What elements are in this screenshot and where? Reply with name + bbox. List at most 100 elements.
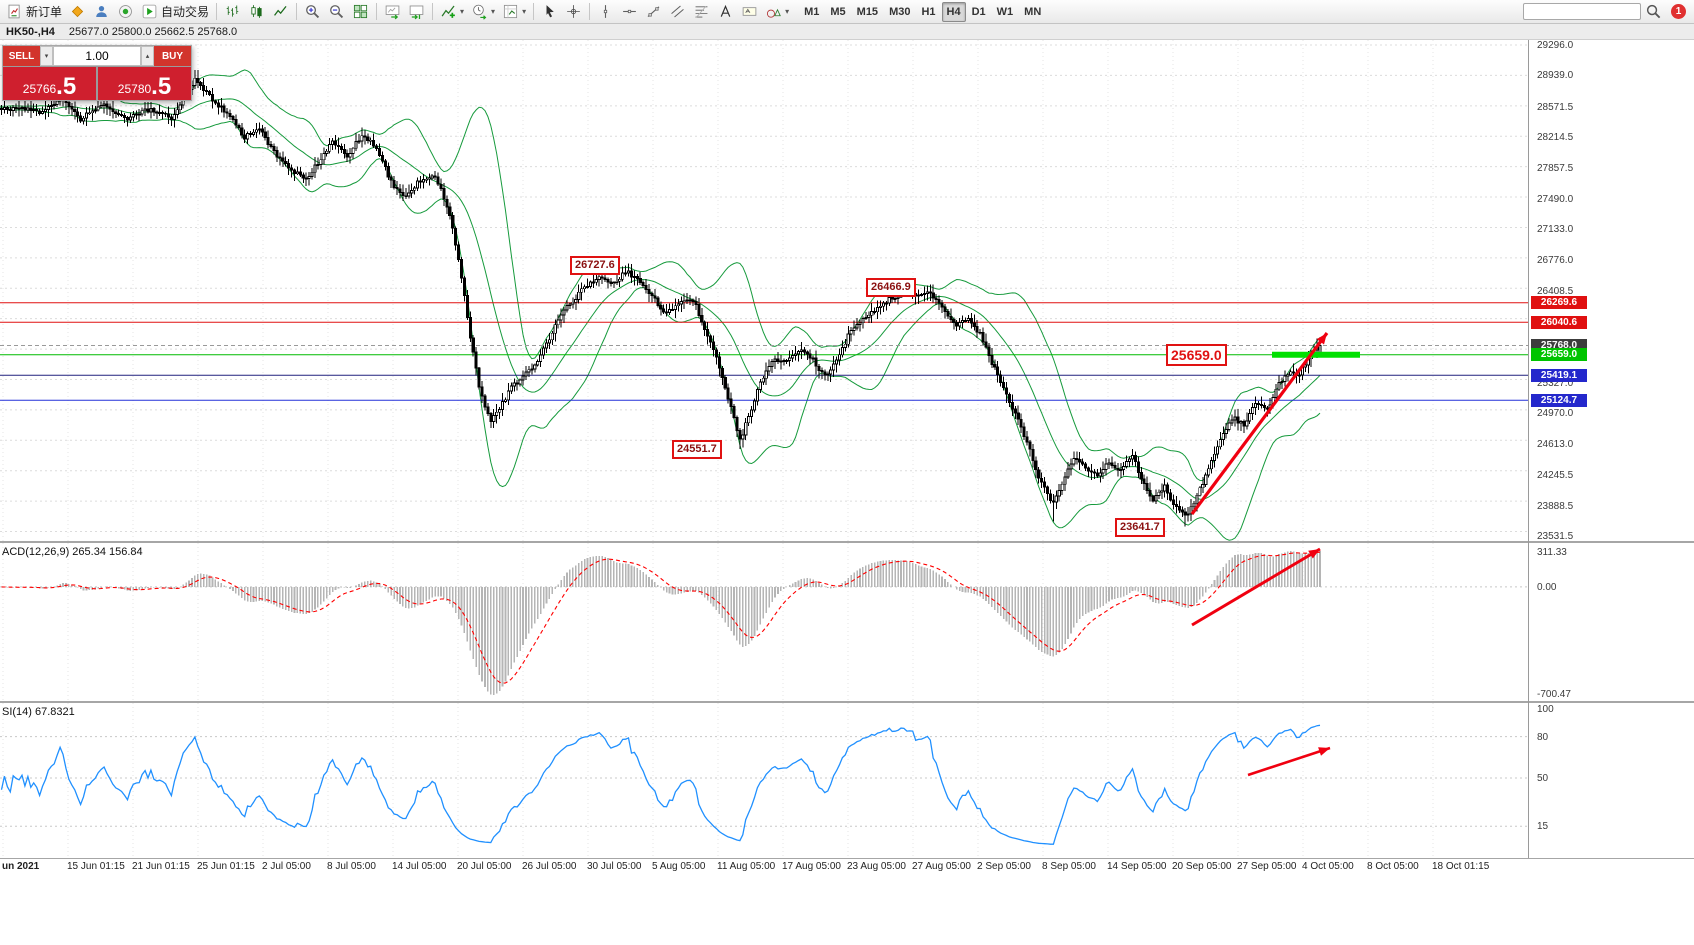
price-callout: 25659.0 <box>1166 344 1227 366</box>
auto-trading-button[interactable]: 自动交易 <box>138 1 212 22</box>
price-axis-label: 26776.0 <box>1537 254 1574 266</box>
one-click-trading-panel: SELL ▾ ▴ BUY 25766.5 25780.5 <box>2 45 192 101</box>
volume-increase-button[interactable]: ▴ <box>141 46 154 66</box>
timeframe-h1-button[interactable]: H1 <box>916 2 940 22</box>
line-icon <box>272 3 289 20</box>
time-axis-label: 27 Sep 05:00 <box>1237 861 1297 872</box>
timeframe-m15-button[interactable]: M15 <box>852 2 883 22</box>
price-axis-label: 24245.5 <box>1537 470 1574 482</box>
buy-price[interactable]: 25780.5 <box>98 67 191 100</box>
search-input[interactable] <box>1523 3 1641 20</box>
price-axis-label: 27133.0 <box>1537 224 1574 236</box>
tile-windows-button[interactable] <box>349 1 372 22</box>
time-axis-label: 2 Jul 05:00 <box>262 861 311 872</box>
time-axis-label: 14 Jul 05:00 <box>392 861 447 872</box>
virtual-hosting-button[interactable] <box>114 1 137 22</box>
cursor-button[interactable] <box>538 1 561 22</box>
caret-down-icon: ▾ <box>44 53 49 60</box>
macd-label: ACD(12,26,9) 265.34 156.84 <box>2 546 143 558</box>
search-button[interactable] <box>1642 1 1665 22</box>
time-axis-label: 8 Oct 05:00 <box>1367 861 1419 872</box>
arrowhead <box>1308 549 1320 559</box>
timeframe-m5-button[interactable]: M5 <box>825 2 850 22</box>
sell-price[interactable]: 25766.5 <box>3 67 96 100</box>
arrowhead <box>1318 747 1330 756</box>
buy-button[interactable]: BUY <box>154 46 191 66</box>
fibo-icon <box>693 3 710 20</box>
time-axis-label: 20 Sep 05:00 <box>1172 861 1232 872</box>
arrowhead <box>1316 333 1327 345</box>
rsi-label: SI(14) 67.8321 <box>2 706 75 718</box>
chevron-down-icon: ▾ <box>785 7 790 16</box>
auto-scroll-button[interactable] <box>381 1 404 22</box>
timeframe-mn-button[interactable]: MN <box>1019 2 1046 22</box>
bar-chart-mode-button[interactable] <box>221 1 244 22</box>
timeframe-d1-button[interactable]: D1 <box>967 2 991 22</box>
textA-icon <box>717 3 734 20</box>
timeframe-w1-button[interactable]: W1 <box>992 2 1019 22</box>
price-axis-label: 26408.5 <box>1537 285 1574 297</box>
volume-decrease-button[interactable]: ▾ <box>40 46 53 66</box>
timeframe-m30-button[interactable]: M30 <box>884 2 915 22</box>
crosshair-button[interactable] <box>562 1 585 22</box>
doc-icon <box>6 3 23 20</box>
equidistant-channel-button[interactable] <box>666 1 689 22</box>
vline-icon <box>597 3 614 20</box>
macd-axis-label: 0.00 <box>1537 581 1557 593</box>
time-axis-label: 27 Aug 05:00 <box>912 861 971 872</box>
indicators-button[interactable]: ▾ <box>437 1 467 22</box>
chart-ohlc: 25677.0 25800.0 25662.5 25768.0 <box>68 25 238 38</box>
mql5-button[interactable] <box>66 1 89 22</box>
person-icon <box>93 3 110 20</box>
line-chart-mode-button[interactable] <box>269 1 292 22</box>
toolbar-separator <box>533 3 535 20</box>
macd-canvas[interactable] <box>0 543 1528 703</box>
shapes-icon <box>765 3 782 20</box>
templates-button[interactable]: ▾ <box>499 1 529 22</box>
price-callout: 26466.9 <box>866 278 916 297</box>
rsi-axis-label: 50 <box>1537 773 1549 784</box>
chart-shift-button[interactable] <box>405 1 428 22</box>
volume-input[interactable] <box>53 46 141 66</box>
new-order-button[interactable]: 新订单 <box>3 1 65 22</box>
notification-badge[interactable]: 1 <box>1671 4 1686 19</box>
shapes-button[interactable]: ▾ <box>762 1 792 22</box>
price-axis-label: 29296.0 <box>1537 40 1574 51</box>
time-axis-label: un 2021 <box>2 861 40 872</box>
profile-button[interactable] <box>90 1 113 22</box>
main-chart-canvas[interactable] <box>0 40 1528 543</box>
time-axis-label: 4 Oct 05:00 <box>1302 861 1354 872</box>
candlestick-mode-button[interactable] <box>245 1 268 22</box>
price-axis-label: 28214.5 <box>1537 132 1574 144</box>
caret-up-icon: ▴ <box>145 53 150 60</box>
chevron-down-icon: ▾ <box>522 7 527 16</box>
toolbar-separator <box>376 3 378 20</box>
price-axis-tag: 25419.1 <box>1531 368 1587 382</box>
time-axis-label: 17 Aug 05:00 <box>782 861 841 872</box>
sell-button[interactable]: SELL <box>3 46 40 66</box>
toolbar-separator <box>296 3 298 20</box>
time-axis-label: 8 Sep 05:00 <box>1042 861 1096 872</box>
label-icon <box>741 3 758 20</box>
macd-panel-separator[interactable] <box>0 541 1694 543</box>
price-axis-label: 28571.5 <box>1537 101 1574 113</box>
time-axis-label: 20 Jul 05:00 <box>457 861 512 872</box>
timeframe-h4-button[interactable]: H4 <box>941 1 966 22</box>
rsi-canvas[interactable] <box>0 703 1528 858</box>
fibonacci-button[interactable] <box>690 1 713 22</box>
zoom-in-button[interactable] <box>301 1 324 22</box>
timeframe-m1-button[interactable]: M1 <box>799 2 824 22</box>
rsi-panel-separator[interactable] <box>0 701 1694 703</box>
text-button[interactable] <box>714 1 737 22</box>
trend-icon <box>645 3 662 20</box>
text-label-button[interactable] <box>738 1 761 22</box>
vertical-line-button[interactable] <box>594 1 617 22</box>
periods-button[interactable]: ▾ <box>468 1 498 22</box>
horizontal-line-button[interactable] <box>618 1 641 22</box>
zoom-out-button[interactable] <box>325 1 348 22</box>
time-axis-label: 30 Jul 05:00 <box>587 861 642 872</box>
toolbar-button-label: 新订单 <box>26 5 63 19</box>
trendline-button[interactable] <box>642 1 665 22</box>
price-axis-tag: 26269.6 <box>1531 296 1587 310</box>
